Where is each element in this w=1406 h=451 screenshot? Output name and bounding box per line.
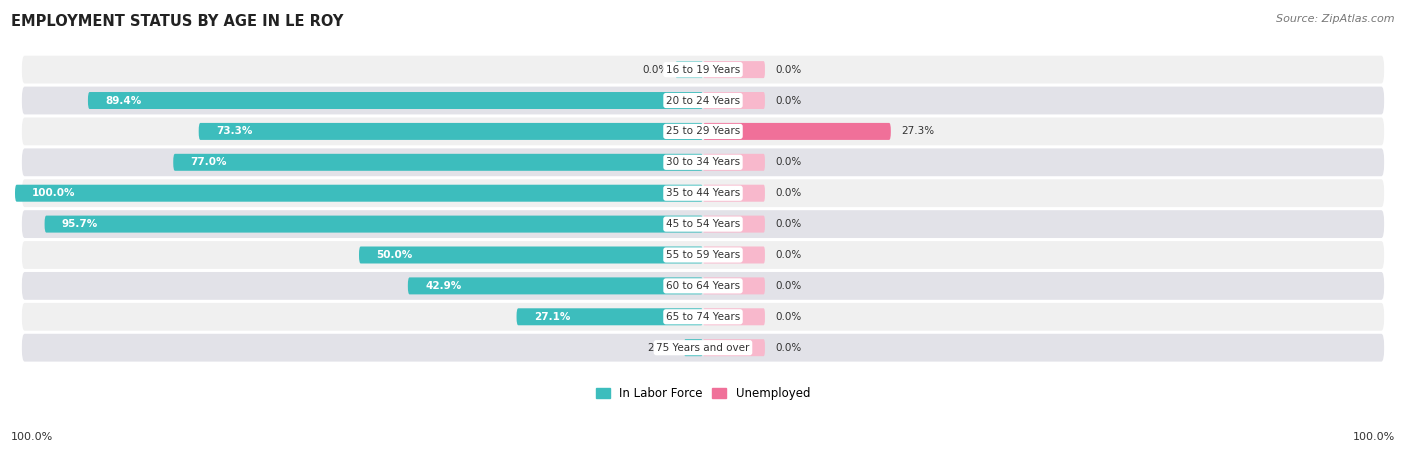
FancyBboxPatch shape (703, 308, 765, 325)
Text: 30 to 34 Years: 30 to 34 Years (666, 157, 740, 167)
FancyBboxPatch shape (15, 185, 703, 202)
Legend: In Labor Force, Unemployed: In Labor Force, Unemployed (591, 382, 815, 405)
FancyBboxPatch shape (22, 179, 1384, 207)
FancyBboxPatch shape (683, 339, 703, 356)
Text: 55 to 59 Years: 55 to 59 Years (666, 250, 740, 260)
Text: 0.0%: 0.0% (775, 188, 801, 198)
FancyBboxPatch shape (703, 61, 765, 78)
FancyBboxPatch shape (173, 154, 703, 171)
FancyBboxPatch shape (22, 148, 1384, 176)
Text: 0.0%: 0.0% (775, 343, 801, 353)
FancyBboxPatch shape (22, 210, 1384, 238)
Text: Source: ZipAtlas.com: Source: ZipAtlas.com (1277, 14, 1395, 23)
Text: 20 to 24 Years: 20 to 24 Years (666, 96, 740, 106)
Text: 2.8%: 2.8% (647, 343, 673, 353)
FancyBboxPatch shape (675, 61, 703, 78)
Text: 0.0%: 0.0% (775, 281, 801, 291)
Text: 0.0%: 0.0% (775, 64, 801, 74)
Text: 77.0%: 77.0% (190, 157, 226, 167)
FancyBboxPatch shape (703, 123, 891, 140)
Text: 65 to 74 Years: 65 to 74 Years (666, 312, 740, 322)
FancyBboxPatch shape (198, 123, 703, 140)
Text: 50.0%: 50.0% (377, 250, 412, 260)
FancyBboxPatch shape (22, 87, 1384, 115)
Text: 100.0%: 100.0% (11, 432, 53, 442)
Text: 100.0%: 100.0% (32, 188, 76, 198)
FancyBboxPatch shape (22, 303, 1384, 331)
Text: 95.7%: 95.7% (62, 219, 98, 229)
FancyBboxPatch shape (22, 272, 1384, 300)
Text: 45 to 54 Years: 45 to 54 Years (666, 219, 740, 229)
Text: 27.3%: 27.3% (901, 126, 934, 136)
FancyBboxPatch shape (703, 339, 765, 356)
Text: 0.0%: 0.0% (775, 157, 801, 167)
Text: 0.0%: 0.0% (775, 312, 801, 322)
FancyBboxPatch shape (22, 334, 1384, 362)
FancyBboxPatch shape (22, 118, 1384, 145)
Text: 89.4%: 89.4% (105, 96, 142, 106)
FancyBboxPatch shape (516, 308, 703, 325)
FancyBboxPatch shape (22, 56, 1384, 83)
FancyBboxPatch shape (703, 92, 765, 109)
FancyBboxPatch shape (703, 216, 765, 233)
Text: 0.0%: 0.0% (775, 96, 801, 106)
FancyBboxPatch shape (408, 277, 703, 295)
Text: 0.0%: 0.0% (775, 250, 801, 260)
Text: 100.0%: 100.0% (1353, 432, 1395, 442)
FancyBboxPatch shape (703, 185, 765, 202)
Text: 75 Years and over: 75 Years and over (657, 343, 749, 353)
FancyBboxPatch shape (359, 247, 703, 263)
FancyBboxPatch shape (89, 92, 703, 109)
Text: 0.0%: 0.0% (643, 64, 669, 74)
Text: 25 to 29 Years: 25 to 29 Years (666, 126, 740, 136)
FancyBboxPatch shape (45, 216, 703, 233)
Text: 0.0%: 0.0% (775, 219, 801, 229)
Text: EMPLOYMENT STATUS BY AGE IN LE ROY: EMPLOYMENT STATUS BY AGE IN LE ROY (11, 14, 343, 28)
FancyBboxPatch shape (22, 241, 1384, 269)
FancyBboxPatch shape (703, 277, 765, 295)
Text: 60 to 64 Years: 60 to 64 Years (666, 281, 740, 291)
Text: 27.1%: 27.1% (534, 312, 569, 322)
Text: 35 to 44 Years: 35 to 44 Years (666, 188, 740, 198)
Text: 73.3%: 73.3% (217, 126, 252, 136)
FancyBboxPatch shape (703, 154, 765, 171)
Text: 16 to 19 Years: 16 to 19 Years (666, 64, 740, 74)
Text: 42.9%: 42.9% (425, 281, 461, 291)
FancyBboxPatch shape (703, 247, 765, 263)
